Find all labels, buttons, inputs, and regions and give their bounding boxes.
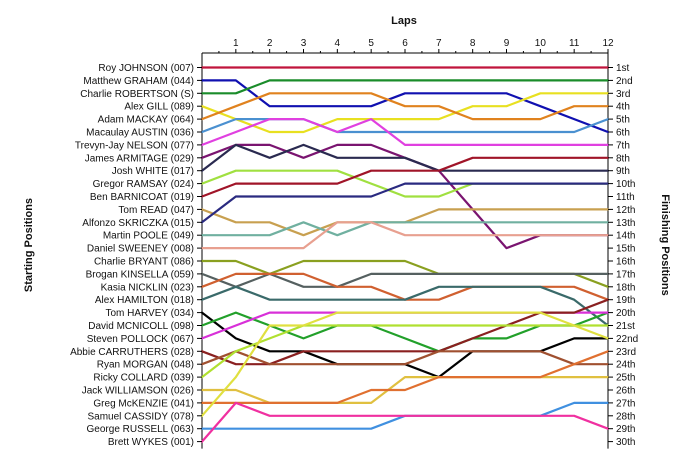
x-tick-label: 2 [267, 38, 273, 49]
starting-position-label: Daniel SWEENEY (008) [87, 244, 194, 255]
series-line [200, 350, 610, 404]
finishing-position-label: 25th [616, 373, 635, 384]
right-axis-title: Finishing Positions [659, 194, 671, 295]
finishing-position-label: 7th [616, 140, 630, 151]
starting-position-label: Charlie BRYANT (086) [94, 257, 194, 268]
starting-position-label: Ben BARNICOAT (019) [90, 192, 194, 203]
finishing-position-label: 22nd [616, 334, 638, 345]
starting-position-label: Ryan MORGAN (048) [97, 360, 194, 371]
x-tick-label: 9 [504, 38, 510, 49]
starting-positions-labels: Roy JOHNSON (007) Matthew GRAHAM (044) Cha… [70, 63, 202, 448]
series-line [200, 350, 610, 366]
starting-position-label: Steven POLLOCK (067) [87, 334, 194, 345]
finishing-position-label: 17th [616, 269, 635, 280]
starting-position-label: Alfonzo SKRICZKA (015) [82, 218, 194, 229]
starting-position-label: Greg McKENZIE (041) [93, 398, 194, 409]
finishing-position-label: 15th [616, 244, 635, 255]
finishing-position-label: 27th [616, 398, 635, 409]
finishing-position-label: 11th [616, 192, 635, 203]
starting-position-label: Adam MACKAY (064) [98, 115, 194, 126]
x-tick-label: 6 [402, 38, 408, 49]
series-line [200, 272, 610, 288]
starting-position-label: Gregor RAMSAY (024) [93, 179, 194, 190]
top-axis-title: Laps [391, 15, 417, 27]
x-tick-label: 7 [436, 38, 442, 49]
x-tick-label: 4 [335, 38, 341, 49]
series-line [200, 118, 610, 146]
series-line [200, 182, 610, 224]
series-line [200, 92, 610, 134]
finishing-position-label: 28th [616, 411, 635, 422]
starting-position-label: Tom READ (047) [118, 205, 194, 216]
series-line [200, 92, 610, 121]
starting-position-label: Charlie ROBERTSON (S) [80, 89, 194, 100]
x-axis: 1 2 3 4 5 6 7 8 9 10 11 12 [218, 38, 614, 53]
series-line [200, 324, 610, 379]
finishing-position-label: 4th [616, 102, 630, 113]
series-line [200, 272, 610, 301]
x-tick-label: 10 [535, 38, 547, 49]
finishing-position-label: 29th [616, 424, 635, 435]
finishing-position-label: 3rd [616, 89, 630, 100]
finishing-position-label: 10th [616, 179, 635, 190]
finishing-position-label: 24th [616, 360, 635, 371]
starting-position-label: Samuel CASSIDY (078) [87, 411, 194, 422]
starting-position-label: Josh WHITE (017) [112, 166, 194, 177]
starting-position-label: Alex GILL (089) [124, 102, 194, 113]
starting-position-label: George RUSSELL (063) [87, 424, 194, 435]
starting-position-label: Brogan KINSELLA (059) [86, 269, 194, 280]
finishing-position-label: 5th [616, 115, 630, 126]
starting-position-label: Martin POOLE (049) [103, 231, 194, 242]
finishing-position-label: 18th [616, 282, 635, 293]
series-line [200, 156, 610, 198]
starting-position-label: Kasia NICKLIN (023) [101, 282, 194, 293]
series-line [200, 221, 610, 250]
starting-position-label: Ricky COLLARD (039) [93, 373, 194, 384]
finishing-position-label: 20th [616, 308, 635, 319]
x-tick-label: 5 [368, 38, 374, 49]
x-tick-label: 3 [301, 38, 307, 49]
x-tick-label: 12 [602, 38, 614, 49]
starting-position-label: Brett WYKES (001) [108, 437, 194, 448]
finishing-position-label: 12th [616, 205, 635, 216]
finishing-position-label: 30th [616, 437, 635, 448]
finishing-position-label: 2nd [616, 76, 633, 87]
starting-position-label: David MCNICOLL (098) [88, 321, 194, 332]
finishing-position-label: 21st [616, 321, 635, 332]
starting-position-label: Macaulay AUSTIN (036) [86, 128, 194, 139]
finishing-position-label: 23rd [616, 347, 636, 358]
starting-position-label: Abbie CARRUTHERS (028) [70, 347, 194, 358]
starting-position-label: Roy JOHNSON (007) [98, 63, 194, 74]
series-line [200, 311, 610, 417]
x-tick-label: 11 [569, 38, 580, 49]
finishing-position-label: 1st [616, 63, 630, 74]
finishing-position-label: 8th [616, 153, 630, 164]
starting-position-label: Trevyn-Jay NELSON (077) [75, 140, 194, 151]
finishing-position-label: 9th [616, 166, 630, 177]
finishing-position-label: 16th [616, 257, 635, 268]
x-tick-label: 8 [470, 38, 476, 49]
starting-position-label: Jack WILLIAMSON (026) [82, 386, 194, 397]
starting-position-label: Alex HAMILTON (018) [95, 295, 194, 306]
series-line [200, 79, 610, 95]
starting-position-label: Matthew GRAHAM (044) [83, 76, 194, 87]
series-lines [200, 66, 610, 443]
finishing-position-label: 6th [616, 128, 630, 139]
series-line [200, 401, 610, 443]
series-line [200, 221, 610, 237]
starting-position-label: James ARMITAGE (029) [85, 153, 194, 164]
series-line [200, 285, 610, 327]
left-axis-title: Starting Positions [23, 198, 35, 292]
series-line [200, 143, 610, 172]
starting-position-label: Tom HARVEY (034) [105, 308, 194, 319]
series-line [200, 79, 610, 134]
finishing-position-label: 14th [616, 231, 635, 242]
finishing-position-label: 26th [616, 386, 635, 397]
finishing-position-label: 13th [616, 218, 635, 229]
finishing-position-label: 19th [616, 295, 635, 306]
series-line [200, 311, 610, 353]
x-tick-label: 1 [233, 38, 239, 49]
